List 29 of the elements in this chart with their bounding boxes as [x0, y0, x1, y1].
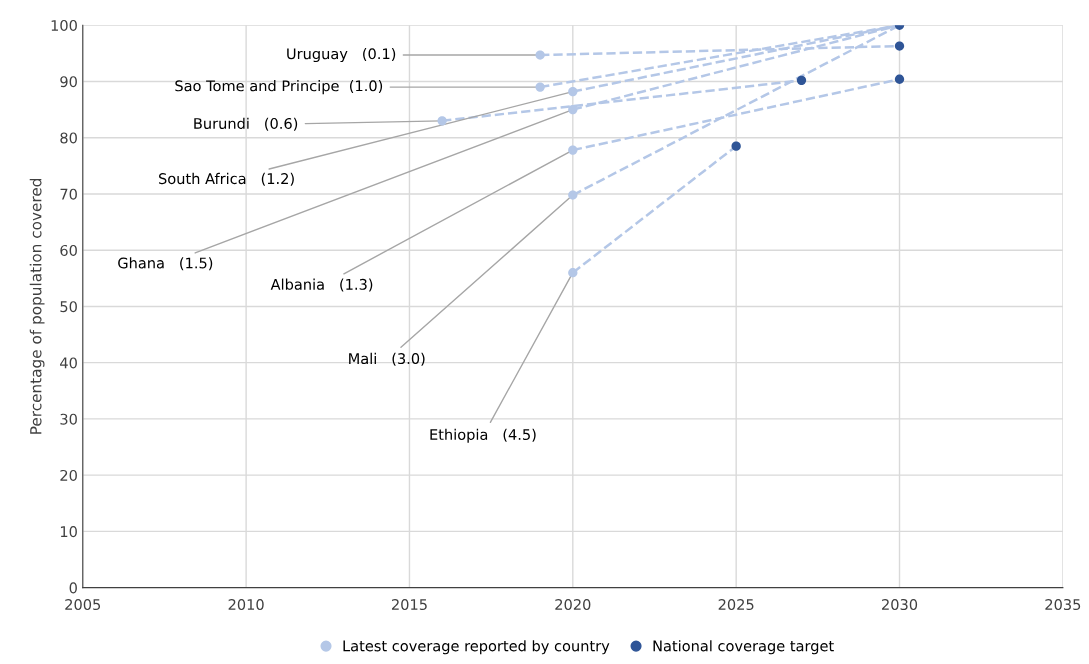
legend-label: National coverage target [653, 640, 834, 655]
y-tick-label: 60 [60, 244, 77, 256]
x-tick-label: 2015 [391, 599, 427, 611]
y-tick-label: 0 [69, 582, 77, 594]
y-tick-label: 30 [60, 413, 77, 425]
x-tick-label: 2010 [228, 599, 264, 611]
y-tick-label: 20 [60, 469, 77, 481]
y-tick-label: 40 [60, 357, 77, 369]
x-tick-label: 2025 [718, 599, 754, 611]
x-tick-label: 2005 [65, 599, 101, 611]
x-tick-label: 2020 [555, 599, 591, 611]
annotation: Uruguay (0.1) [287, 48, 396, 63]
annotation: Sao Tome and Principe (1.0) [175, 80, 383, 95]
annotation: Albania (1.3) [270, 278, 373, 292]
annotation: Ethiopia (4.5) [430, 428, 536, 443]
annotation: Mali (3.0) [349, 352, 425, 366]
y-tick-label: 10 [60, 526, 77, 538]
y-tick-label: 100 [51, 19, 77, 31]
legend-label: Latest coverage reported by country [343, 640, 610, 655]
x-tick-label: 2035 [1045, 599, 1081, 611]
y-tick-label: 90 [60, 76, 77, 88]
annotation: Ghana (1.5) [118, 257, 213, 271]
y-tick-label: 70 [60, 188, 77, 200]
x-tick-label: 2030 [882, 599, 918, 611]
y-axis-title: Percentage of population covered [29, 178, 45, 434]
y-tick-label: 50 [60, 301, 77, 313]
annotation: Burundi (0.6) [194, 117, 298, 131]
annotation: South Africa (1.2) [159, 172, 294, 186]
y-tick-label: 80 [60, 132, 77, 144]
